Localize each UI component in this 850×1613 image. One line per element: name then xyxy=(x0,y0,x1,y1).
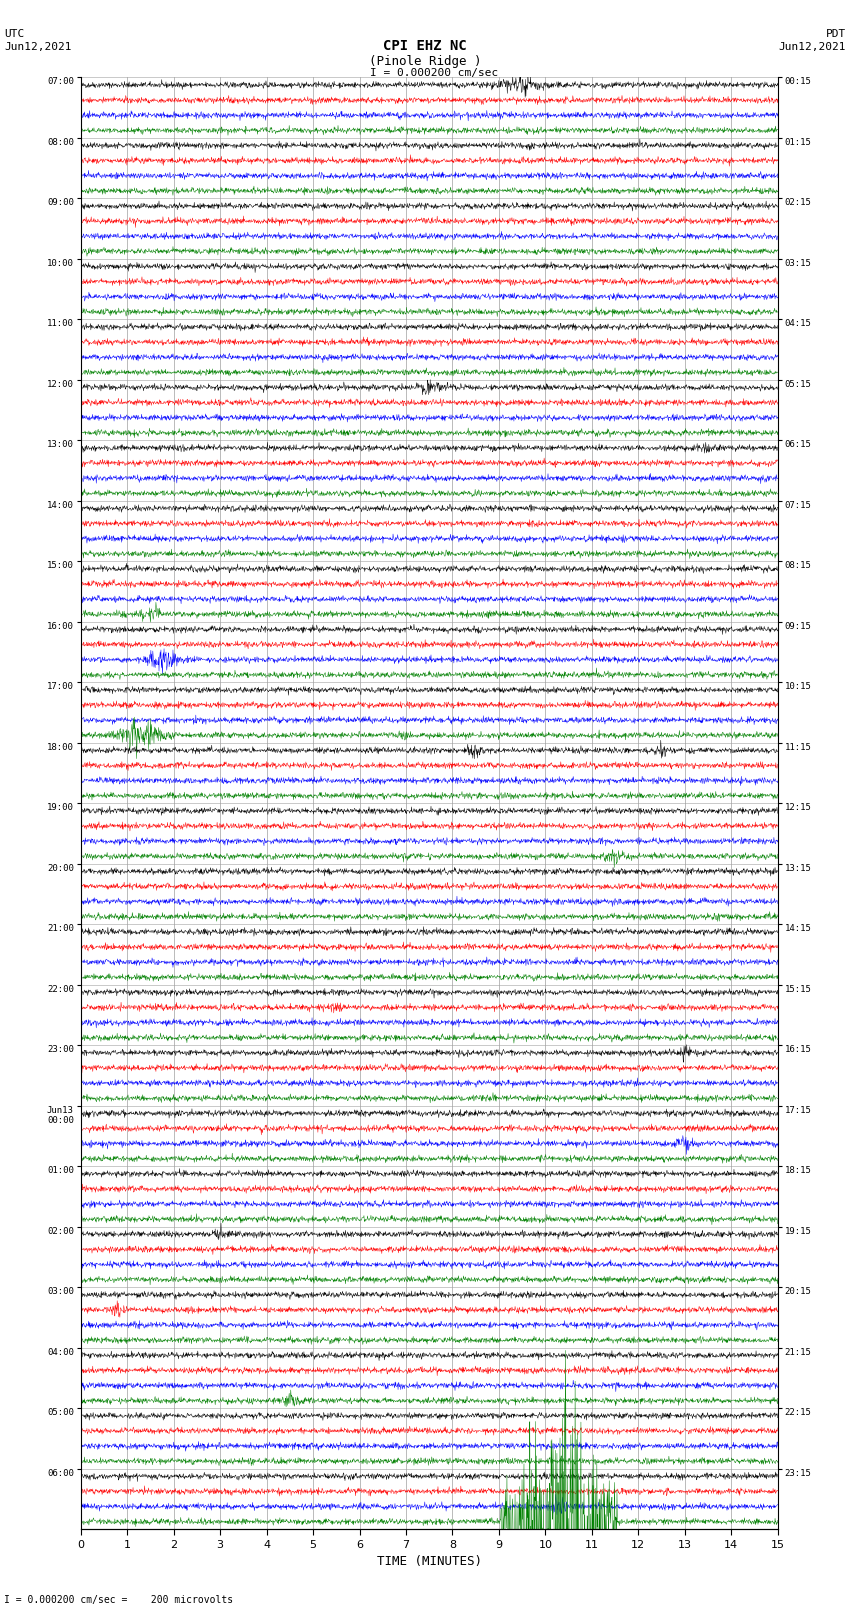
Text: Jun12,2021: Jun12,2021 xyxy=(779,42,846,52)
Text: Jun12,2021: Jun12,2021 xyxy=(4,42,71,52)
Text: I = 0.000200 cm/sec: I = 0.000200 cm/sec xyxy=(370,68,498,77)
Text: UTC: UTC xyxy=(4,29,25,39)
Text: I = 0.000200 cm/sec =    200 microvolts: I = 0.000200 cm/sec = 200 microvolts xyxy=(4,1595,234,1605)
Text: (Pinole Ridge ): (Pinole Ridge ) xyxy=(369,55,481,68)
Text: PDT: PDT xyxy=(825,29,846,39)
X-axis label: TIME (MINUTES): TIME (MINUTES) xyxy=(377,1555,482,1568)
Text: CPI EHZ NC: CPI EHZ NC xyxy=(383,39,467,53)
